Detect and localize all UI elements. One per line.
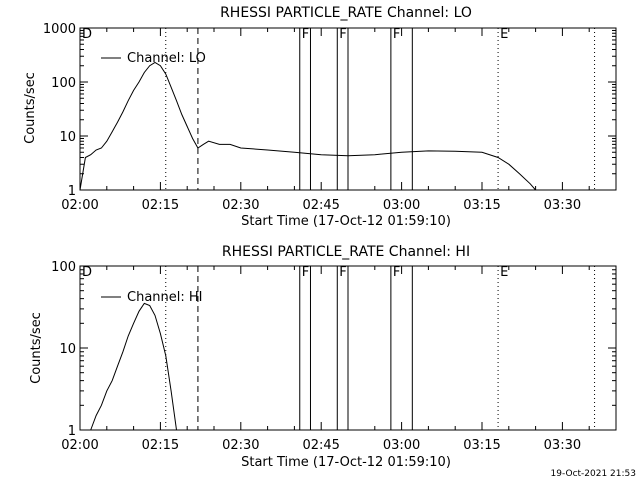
event-marker-label: E xyxy=(500,27,508,42)
x-tick-label: 02:45 xyxy=(302,438,339,453)
x-tick-label: 03:30 xyxy=(544,198,581,213)
y-tick-label: 1 xyxy=(68,184,76,199)
event-marker-label: F xyxy=(339,265,346,280)
legend-label: Channel: HI xyxy=(127,290,203,305)
x-tick-label: 03:15 xyxy=(463,438,500,453)
x-axis: 02:00 02:15 02:30 02:45 03:00 03:15 03:30 xyxy=(61,28,590,213)
y-tick-label: 100 xyxy=(51,260,76,275)
event-marker-label: F xyxy=(302,265,309,280)
x-tick-label: 02:00 xyxy=(61,198,98,213)
x-tick-label: 02:15 xyxy=(142,438,179,453)
legend: Channel: LO xyxy=(101,51,206,66)
y-axis: 1 10 100 1000 xyxy=(43,22,616,199)
footer-timestamp: 19-Oct-2021 21:53 xyxy=(551,469,636,479)
x-tick-label: 03:00 xyxy=(383,198,420,213)
series-line xyxy=(90,302,177,431)
x-tick-label: 02:45 xyxy=(302,198,339,213)
x-tick-label: 02:30 xyxy=(222,438,259,453)
y-tick-label: 10 xyxy=(59,130,76,145)
event-marker-label: D xyxy=(82,27,92,42)
hi-channel-panel: RHESSI PARTICLE_RATE Channel: HI 110100 … xyxy=(29,244,617,470)
x-axis-label: Start Time (17-Oct-12 01:59:10) xyxy=(241,455,451,470)
legend: Channel: HI xyxy=(101,290,203,305)
y-tick-label: 1 xyxy=(68,424,76,439)
legend-label: Channel: LO xyxy=(127,51,206,66)
event-marker-label: F xyxy=(393,27,400,42)
x-tick-label: 03:15 xyxy=(463,198,500,213)
lo-channel-panel: RHESSI PARTICLE_RATE Channel: LO 1101001… xyxy=(23,5,617,229)
chart-title: RHESSI PARTICLE_RATE Channel: LO xyxy=(220,5,472,21)
y-tick-label: 10 xyxy=(59,342,76,357)
x-tick-label: 02:30 xyxy=(222,198,259,213)
x-tick-label: 02:00 xyxy=(61,438,98,453)
event-marker-label: F xyxy=(393,265,400,280)
chart-title: RHESSI PARTICLE_RATE Channel: HI xyxy=(222,244,470,260)
event-marker-label: D xyxy=(82,265,92,280)
x-tick-label: 03:00 xyxy=(383,438,420,453)
event-marker-label: F xyxy=(302,27,309,42)
event-marker-label: F xyxy=(339,27,346,42)
y-axis-label: Counts/sec xyxy=(23,72,38,144)
x-axis-label: Start Time (17-Oct-12 01:59:10) xyxy=(241,214,451,229)
y-axis-label: Counts/sec xyxy=(29,312,44,384)
series-line xyxy=(79,61,536,191)
x-axis: 02:00 02:15 02:30 02:45 03:00 03:15 03:30 xyxy=(61,266,590,453)
y-tick-label: 100 xyxy=(51,76,76,91)
x-tick-label: 03:30 xyxy=(544,438,581,453)
event-marker-label: E xyxy=(500,265,508,280)
y-tick-label: 1000 xyxy=(43,22,76,37)
x-tick-label: 02:15 xyxy=(142,198,179,213)
y-axis: 1 10 100 xyxy=(51,260,616,439)
